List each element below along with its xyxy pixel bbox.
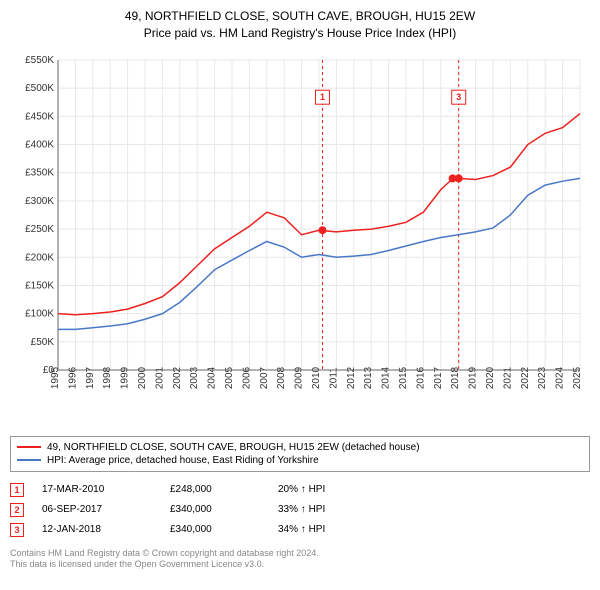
sale-badge: 2 [10,503,24,517]
sale-marker-num: 3 [456,92,461,102]
sale-date: 06-SEP-2017 [42,504,152,515]
title-block: 49, NORTHFIELD CLOSE, SOUTH CAVE, BROUGH… [10,8,590,42]
legend-row: 49, NORTHFIELD CLOSE, SOUTH CAVE, BROUGH… [17,441,583,454]
legend-row: HPI: Average price, detached house, East… [17,454,583,467]
y-tick-label: £150K [25,280,54,291]
sale-price: £340,000 [170,524,260,535]
sale-badge: 1 [10,483,24,497]
legend-swatch [17,446,41,448]
sale-dot [318,226,326,234]
sale-price: £340,000 [170,504,260,515]
sale-marker-num: 1 [320,92,325,102]
chart-svg: £0£50K£100K£150K£200K£250K£300K£350K£400… [10,50,590,430]
y-tick-label: £400K [25,139,54,150]
chart-container: 49, NORTHFIELD CLOSE, SOUTH CAVE, BROUGH… [0,0,600,579]
y-tick-label: £350K [25,167,54,178]
legend-label: HPI: Average price, detached house, East… [47,455,319,466]
legend: 49, NORTHFIELD CLOSE, SOUTH CAVE, BROUGH… [10,436,590,472]
sale-delta: 20% ↑ HPI [278,484,368,495]
y-tick-label: £50K [31,336,55,347]
legend-label: 49, NORTHFIELD CLOSE, SOUTH CAVE, BROUGH… [47,442,420,453]
chart-area: £0£50K£100K£150K£200K£250K£300K£350K£400… [10,50,590,430]
sale-date: 17-MAR-2010 [42,484,152,495]
y-tick-label: £500K [25,83,54,94]
y-tick-label: £450K [25,111,54,122]
y-tick-label: £550K [25,55,54,66]
sales-row: 1 17-MAR-2010 £248,000 20% ↑ HPI [10,480,590,500]
title-line-2: Price paid vs. HM Land Registry's House … [10,25,590,42]
y-tick-label: £250K [25,224,54,235]
footer: Contains HM Land Registry data © Crown c… [10,548,590,571]
sale-delta: 34% ↑ HPI [278,524,368,535]
sale-delta: 33% ↑ HPI [278,504,368,515]
sales-row: 3 12-JAN-2018 £340,000 34% ↑ HPI [10,520,590,540]
sales-row: 2 06-SEP-2017 £340,000 33% ↑ HPI [10,500,590,520]
sales-table: 1 17-MAR-2010 £248,000 20% ↑ HPI 2 06-SEP-201… [10,480,590,540]
title-line-1: 49, NORTHFIELD CLOSE, SOUTH CAVE, BROUGH… [10,8,590,25]
legend-swatch [17,459,41,461]
sale-price: £248,000 [170,484,260,495]
sale-dot [455,174,463,182]
sale-date: 12-JAN-2018 [42,524,152,535]
y-tick-label: £300K [25,196,54,207]
footer-line-2: This data is licensed under the Open Gov… [10,559,590,571]
y-tick-label: £100K [25,308,54,319]
y-tick-label: £200K [25,252,54,263]
sale-badge: 3 [10,523,24,537]
footer-line-1: Contains HM Land Registry data © Crown c… [10,548,590,560]
